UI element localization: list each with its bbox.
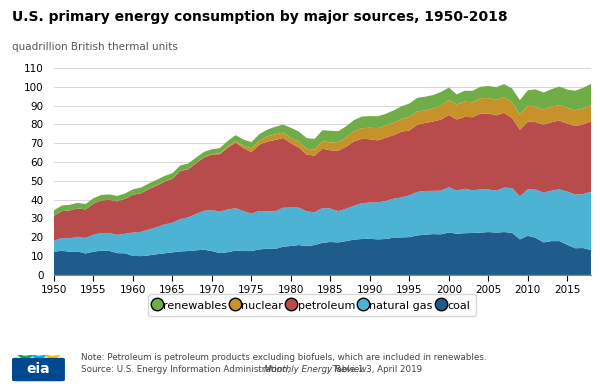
Text: Source: U.S. Energy Information Administration,: Source: U.S. Energy Information Administ…: [81, 365, 293, 374]
Text: quadrillion British thermal units: quadrillion British thermal units: [12, 42, 178, 52]
Text: Note: Petroleum is petroleum products excluding biofuels, which are included in : Note: Petroleum is petroleum products ex…: [81, 353, 487, 362]
Text: U.S. primary energy consumption by major sources, 1950-2018: U.S. primary energy consumption by major…: [12, 10, 508, 24]
Text: ; Table 1.3, April 2019: ; Table 1.3, April 2019: [327, 365, 422, 374]
Legend: renewables, nuclear, petroleum, natural gas, coal: renewables, nuclear, petroleum, natural …: [148, 294, 476, 316]
Text: eia: eia: [26, 362, 50, 376]
FancyBboxPatch shape: [12, 358, 65, 381]
Text: Monthly Energy Review: Monthly Energy Review: [264, 365, 367, 374]
